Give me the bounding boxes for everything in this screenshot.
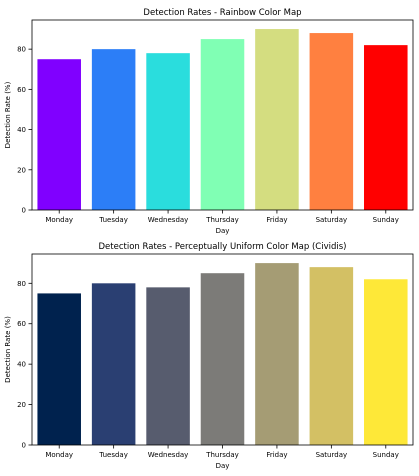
x-tick-label: Sunday <box>373 216 399 224</box>
cividis-chart: 0 20 40 60 80 Monday Tuesday Wednesday Thursday F… <box>4 242 414 470</box>
x-tick-label: Sunday <box>373 451 399 459</box>
x-tick-label: Saturday <box>316 216 348 224</box>
x-tick-label: Tuesday <box>98 216 127 224</box>
x-tick-label: Friday <box>266 451 287 459</box>
bar <box>200 273 245 445</box>
y-tick-label: 40 <box>17 126 26 134</box>
bar <box>255 29 299 210</box>
x-tick-label: Thursday <box>205 216 239 224</box>
bar <box>146 53 190 210</box>
y-tick-label: 20 <box>17 401 26 409</box>
bar <box>364 45 408 210</box>
y-tick-label: 0 <box>22 442 26 450</box>
bar <box>37 59 81 211</box>
y-axis-label: Detection Rate (%) <box>4 81 12 148</box>
y-axis-label: Detection Rate (%) <box>4 316 12 383</box>
x-tick-label: Tuesday <box>98 451 127 459</box>
y-tick-label: 40 <box>17 361 26 369</box>
chart-title: Detection Rates - Rainbow Color Map <box>143 8 301 18</box>
x-tick-label: Thursday <box>205 451 239 459</box>
x-tick-label: Wednesday <box>148 216 189 224</box>
bar <box>364 279 408 445</box>
bar <box>37 293 81 445</box>
y-tick-label: 20 <box>17 166 26 174</box>
y-tick-label: 80 <box>17 280 26 288</box>
bar <box>200 39 245 210</box>
x-tick-label: Friday <box>266 216 287 224</box>
x-axis-label: Day <box>216 462 230 470</box>
y-tick-label: 60 <box>17 320 26 328</box>
x-tick-label: Saturday <box>316 451 348 459</box>
x-tick-label: Monday <box>45 216 73 224</box>
bar <box>255 263 299 445</box>
bar <box>146 287 190 445</box>
rainbow-chart: 0 20 40 60 80 Monday Tuesday Wednesday Thursday F… <box>4 8 414 235</box>
bar <box>91 49 136 211</box>
bar <box>309 33 354 210</box>
y-tick-label: 0 <box>22 207 26 215</box>
bar <box>91 283 136 445</box>
bar <box>309 267 354 445</box>
x-tick-label: Wednesday <box>148 451 189 459</box>
y-tick-label: 60 <box>17 86 26 94</box>
x-tick-label: Monday <box>45 451 73 459</box>
chart-title: Detection Rates - Perceptually Uniform C… <box>99 242 347 252</box>
y-tick-label: 80 <box>17 46 26 54</box>
x-axis-label: Day <box>216 227 230 235</box>
